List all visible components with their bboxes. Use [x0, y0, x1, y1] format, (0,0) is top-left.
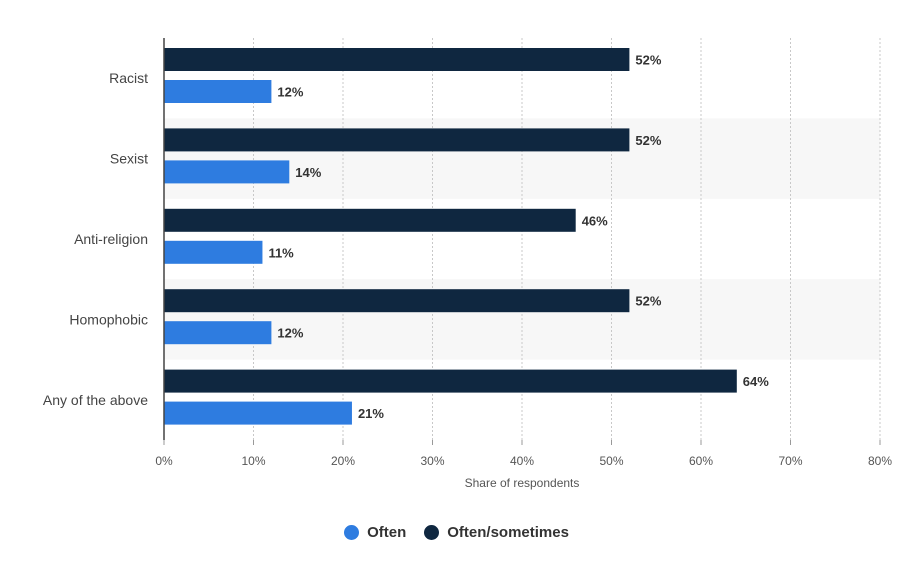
- category-label-racist: Racist: [109, 70, 148, 86]
- value-label-often-sometimes-sexist: 52%: [635, 133, 661, 148]
- bar-often-any-of-the-above[interactable]: [164, 401, 352, 425]
- category-labels: Racist Sexist Anti-religion Homophobic Any o…: [43, 70, 148, 408]
- bar-often-sometimes-racist[interactable]: [164, 48, 630, 71]
- x-tick-label-20: 20%: [331, 454, 355, 468]
- value-label-often-sometimes-anti-religion: 46%: [582, 213, 608, 228]
- bars: [164, 48, 737, 425]
- category-label-sexist: Sexist: [110, 151, 148, 167]
- legend-label-often: Often: [367, 524, 407, 541]
- x-tick-label-40: 40%: [510, 454, 534, 468]
- x-tick-label-0: 0%: [155, 454, 173, 468]
- bar-often-sometimes-homophobic[interactable]: [164, 289, 630, 313]
- legend-swatch-often-sometimes: [424, 525, 440, 540]
- bar-often-sexist[interactable]: [164, 160, 290, 184]
- bar-often-sometimes-anti-religion[interactable]: [164, 208, 576, 232]
- x-tick-label-10: 10%: [241, 454, 265, 468]
- value-label-often-sexist: 14%: [295, 165, 321, 180]
- bar-often-homophobic[interactable]: [164, 321, 272, 345]
- category-label-anti-religion: Anti-religion: [74, 231, 148, 247]
- value-labels: 52% 12% 52% 14% 46% 11% 52% 12% 64% 21%: [268, 53, 769, 422]
- legend-label-often-sometimes: Often/sometimes: [447, 524, 569, 541]
- x-tick-label-80: 80%: [868, 454, 892, 468]
- x-tick-labels: 0% 10% 20% 30% 40% 50% 60% 70% 80%: [155, 440, 892, 468]
- category-label-homophobic: Homophobic: [69, 311, 148, 327]
- x-tick-label-50: 50%: [599, 454, 623, 468]
- bar-often-racist[interactable]: [164, 80, 272, 103]
- legend-item-often-sometimes[interactable]: Often/sometimes: [424, 524, 569, 541]
- bar-often-anti-religion[interactable]: [164, 240, 263, 264]
- bar-chart: 52% 12% 52% 14% 46% 11% 52% 12% 64% 21% Racist Sex…: [43, 38, 892, 490]
- x-axis-title: Share of respondents: [465, 476, 580, 490]
- legend: Often Often/sometimes: [0, 524, 913, 541]
- grid-lines: [253, 38, 881, 440]
- x-tick-label-70: 70%: [778, 454, 802, 468]
- value-label-often-any-of-the-above: 21%: [358, 406, 384, 421]
- legend-swatch-often: [344, 525, 360, 540]
- value-label-often-racist: 12%: [277, 85, 303, 100]
- x-tick-label-30: 30%: [420, 454, 444, 468]
- legend-item-often[interactable]: Often: [344, 524, 406, 541]
- value-label-often-sometimes-any-of-the-above: 64%: [743, 374, 769, 389]
- bar-often-sometimes-sexist[interactable]: [164, 128, 630, 152]
- value-label-often-sometimes-racist: 52%: [635, 53, 661, 68]
- x-tick-label-60: 60%: [689, 454, 713, 468]
- value-label-often-homophobic: 12%: [277, 326, 303, 341]
- bar-often-sometimes-any-of-the-above[interactable]: [164, 369, 737, 393]
- value-label-often-anti-religion: 11%: [268, 245, 294, 260]
- value-label-often-sometimes-homophobic: 52%: [635, 294, 661, 309]
- category-label-any-of-the-above: Any of the above: [43, 392, 148, 408]
